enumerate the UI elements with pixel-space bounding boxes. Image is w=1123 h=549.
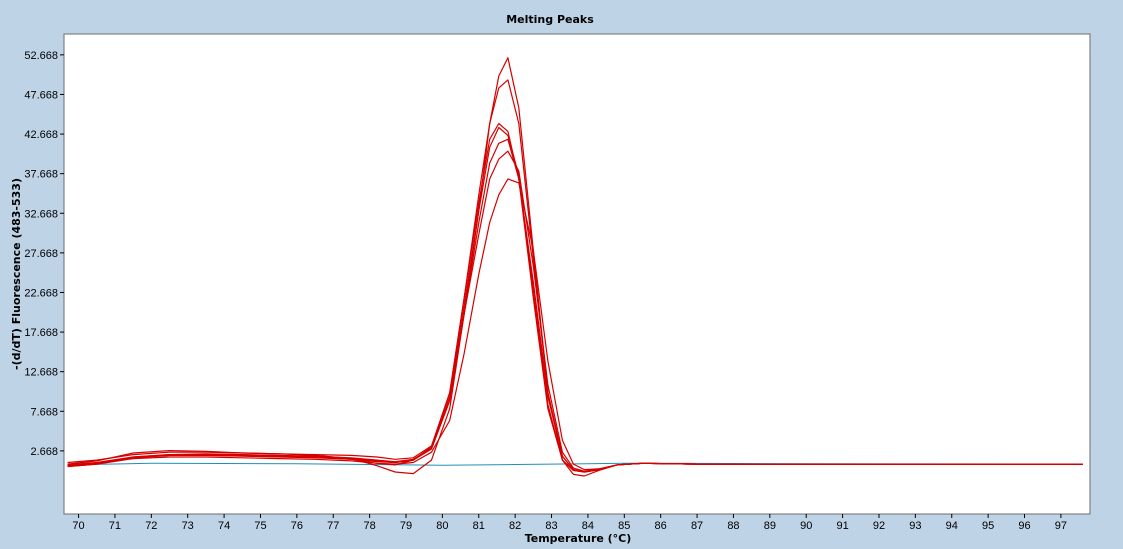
x-tick-label: 79 (400, 520, 412, 532)
x-tick-label: 73 (182, 520, 194, 532)
x-tick-label: 72 (145, 520, 157, 532)
x-tick-label: 81 (473, 520, 485, 532)
chart-title: Melting Peaks (506, 13, 594, 26)
x-tick-label: 82 (509, 520, 521, 532)
x-tick-label: 71 (109, 520, 121, 532)
x-tick-label: 97 (1055, 520, 1067, 532)
y-tick-label: 37.668 (24, 169, 58, 181)
x-tick-label: 90 (800, 520, 812, 532)
x-tick-label: 70 (72, 520, 84, 532)
x-tick-label: 93 (909, 520, 921, 532)
y-tick-label: 52.668 (24, 50, 58, 62)
sample-series-line-7 (67, 57, 1083, 477)
x-tick-label: 95 (982, 520, 994, 532)
x-tick-label: 92 (873, 520, 885, 532)
x-tick-label: 75 (254, 520, 266, 532)
series-lines (67, 57, 1083, 477)
y-axis-label: -(d/dT) Fluorescence (483-533) (10, 178, 23, 370)
x-tick-label: 87 (691, 520, 703, 532)
x-tick-label: 96 (1018, 520, 1030, 532)
y-tick-label: 2.668 (30, 446, 58, 458)
x-tick-label: 88 (727, 520, 739, 532)
y-tick-label: 12.668 (24, 367, 58, 379)
x-axis: 70 71 72 73 74 75 76 77 78 79 80 81 82 83 84 85 86 87 88 89… (72, 514, 1067, 532)
y-tick-label: 32.668 (24, 208, 58, 220)
y-tick-label: 27.668 (24, 248, 58, 260)
x-tick-label: 91 (836, 520, 848, 532)
x-tick-label: 78 (363, 520, 375, 532)
x-tick-label: 74 (218, 520, 230, 532)
y-tick-label: 7.668 (30, 406, 58, 418)
x-tick-label: 94 (946, 520, 958, 532)
x-tick-label: 86 (655, 520, 667, 532)
x-tick-label: 80 (436, 520, 448, 532)
x-tick-label: 89 (764, 520, 776, 532)
y-tick-label: 47.668 (24, 89, 58, 101)
x-axis-label: Temperature (°C) (525, 532, 632, 545)
x-tick-label: 83 (545, 520, 557, 532)
y-tick-label: 42.668 (24, 129, 58, 141)
plot-area (63, 33, 1091, 515)
x-tick-label: 77 (327, 520, 339, 532)
x-tick-label: 85 (618, 520, 630, 532)
y-tick-label: 22.668 (24, 287, 58, 299)
y-tick-label: 17.668 (24, 327, 58, 339)
x-tick-label: 84 (582, 520, 594, 532)
x-tick-label: 76 (291, 520, 303, 532)
y-axis: 2.668 7.668 12.668 17.668 22.668 27.668 32.668… (24, 50, 64, 458)
